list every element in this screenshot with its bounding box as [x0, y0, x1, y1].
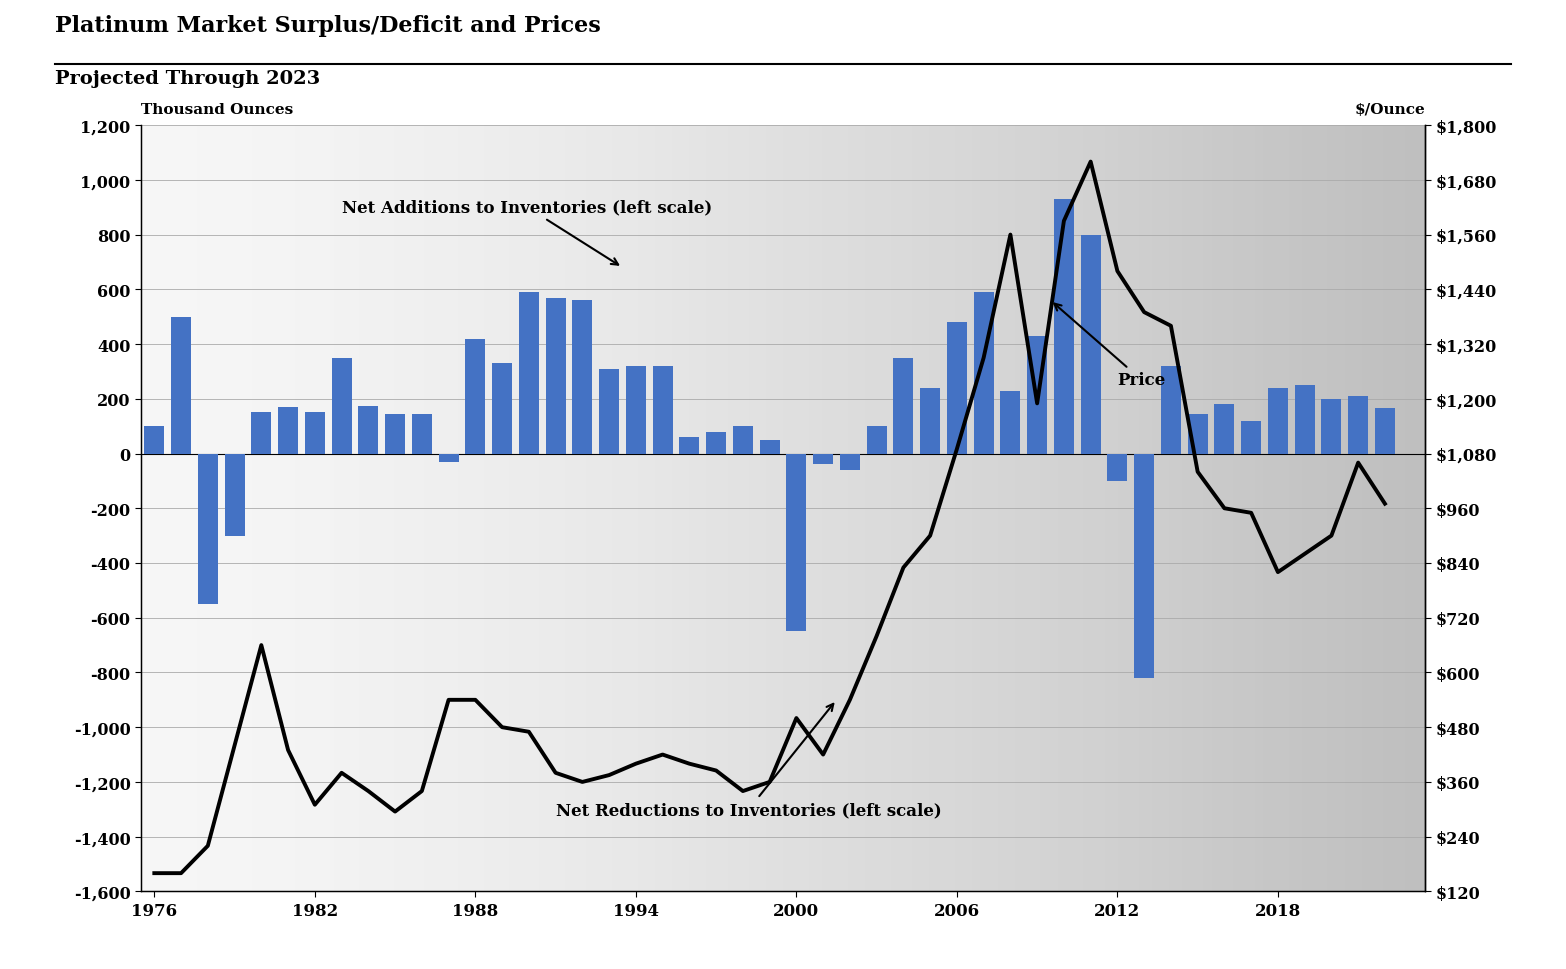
- Text: Projected Through 2023: Projected Through 2023: [55, 70, 319, 88]
- Bar: [572, 301, 592, 454]
- Bar: [893, 359, 913, 454]
- Bar: [1187, 415, 1207, 454]
- Bar: [1214, 405, 1234, 454]
- Text: Platinum Market Surplus/Deficit and Prices: Platinum Market Surplus/Deficit and Pric…: [55, 15, 600, 37]
- Bar: [1027, 336, 1048, 454]
- Bar: [305, 413, 324, 454]
- Bar: [680, 438, 700, 454]
- Bar: [813, 454, 833, 465]
- Bar: [224, 454, 244, 536]
- Bar: [438, 454, 459, 462]
- Bar: [197, 454, 218, 605]
- Bar: [760, 440, 780, 454]
- Bar: [412, 415, 432, 454]
- Bar: [866, 426, 886, 454]
- Bar: [144, 426, 164, 454]
- Text: Net Additions to Inventories (left scale): Net Additions to Inventories (left scale…: [341, 200, 713, 266]
- Bar: [465, 339, 485, 454]
- Bar: [1242, 422, 1261, 454]
- Bar: [279, 408, 298, 454]
- Bar: [626, 366, 645, 454]
- Bar: [733, 426, 753, 454]
- Bar: [518, 293, 539, 454]
- Text: $/Ounce: $/Ounce: [1355, 103, 1425, 117]
- Bar: [1160, 366, 1181, 454]
- Bar: [974, 293, 994, 454]
- Bar: [359, 406, 379, 454]
- Bar: [921, 389, 940, 454]
- Bar: [786, 454, 806, 632]
- Bar: [1081, 235, 1101, 454]
- Bar: [545, 298, 565, 454]
- Bar: [1375, 409, 1395, 454]
- Text: Thousand Ounces: Thousand Ounces: [141, 103, 293, 117]
- Text: Net Reductions to Inventories (left scale): Net Reductions to Inventories (left scal…: [556, 704, 941, 818]
- Bar: [1001, 391, 1021, 454]
- Bar: [600, 369, 619, 454]
- Bar: [1107, 454, 1128, 482]
- Bar: [947, 323, 966, 454]
- Bar: [171, 318, 191, 454]
- Text: Price: Price: [1054, 304, 1165, 389]
- Bar: [1322, 399, 1342, 454]
- Bar: [385, 415, 406, 454]
- Bar: [332, 359, 352, 454]
- Bar: [1348, 396, 1369, 454]
- Bar: [1054, 200, 1074, 454]
- Bar: [1134, 454, 1154, 678]
- Bar: [839, 454, 860, 471]
- Bar: [492, 363, 512, 454]
- Bar: [653, 366, 673, 454]
- Bar: [706, 432, 727, 454]
- Bar: [1268, 389, 1287, 454]
- Bar: [1295, 386, 1315, 454]
- Bar: [251, 413, 271, 454]
